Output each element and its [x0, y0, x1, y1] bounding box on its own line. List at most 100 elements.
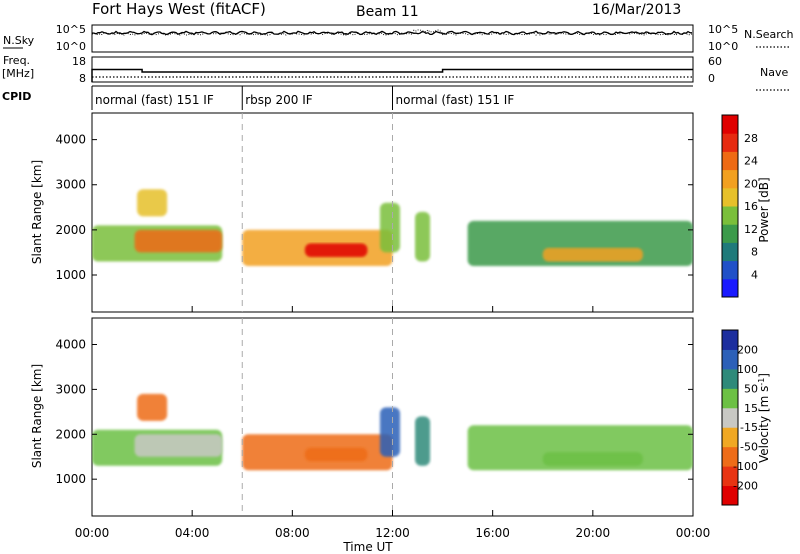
velocity-colorbar-tick-label: -200 [733, 480, 758, 493]
velocity-colorbar-tick-label: -15 [740, 421, 758, 434]
freq-right-tick-bottom: 0 [708, 72, 715, 85]
velocity-colorbar-tick-label: 15 [744, 402, 758, 415]
velocity-colorbar-swatch [722, 427, 738, 448]
x-axis-label: Time UT [342, 540, 393, 554]
power-colorbar-frame [721, 114, 739, 298]
noise-panel [91, 24, 694, 53]
power-colorbar-swatch [722, 133, 738, 152]
x-tick-label: 12:00 [375, 526, 410, 540]
y-tick-label: 2000 [55, 223, 86, 237]
cpid-segment-label: normal (fast) 151 IF [396, 93, 515, 107]
noise-right-tick-bottom: 10^0 [708, 40, 738, 53]
power-y-axis: 1000 2000 3000 4000 [55, 133, 693, 282]
cpid-segment-label: rbsp 200 IF [245, 93, 312, 107]
power-echo-region [134, 229, 223, 253]
power-echo-region [542, 247, 643, 262]
power-colorbar-swatch [722, 206, 738, 225]
cpid-panel: normal (fast) 151 IF rbsp 200 IF normal (f… [91, 85, 693, 110]
velocity-colorbar: 200 100 50 15 -15 -50 -100 -200 [721, 329, 758, 506]
power-colorbar-swatch [722, 169, 738, 189]
power-colorbar: 28 24 20 16 12 8 4 [721, 114, 758, 298]
power-colorbar-label: Power [dB] [757, 177, 771, 242]
velocity-colorbar-tick-label: 100 [737, 363, 758, 376]
velocity-colorbar-frame [721, 329, 739, 506]
station-title: Fort Hays West (fitACF) [92, 0, 266, 18]
power-colorbar-swatch [722, 278, 738, 298]
power-echo-region [304, 243, 368, 257]
velocity-colorbar-label: Velocity [m s-1] [757, 373, 772, 463]
power-colorbar-tick-label: 16 [744, 200, 758, 213]
velocity-colorbar-swatch [722, 407, 738, 428]
nave-label: Nave [760, 66, 788, 79]
velocity-colorbar-swatch [722, 466, 738, 487]
velocity-colorbar-tick-label: -100 [733, 460, 758, 473]
power-colorbar-tick-label: 24 [744, 155, 758, 168]
x-tick-label: 08:00 [275, 526, 310, 540]
freq-left-tick-top: 18 [72, 55, 86, 68]
freq-unit-label: [MHz] [2, 67, 34, 80]
power-colorbar-tick-label: 28 [744, 132, 758, 145]
power-colorbar-swatch [722, 260, 738, 280]
velocity-colorbar-swatch [722, 330, 738, 350]
velocity-colorbar-swatch [722, 485, 738, 506]
cpid-change-markers [241, 113, 393, 516]
power-colorbar-tick-label: 8 [751, 246, 758, 259]
power-y-label: Slant Range [km] [30, 160, 44, 264]
velocity-echo-region [379, 407, 401, 457]
nsky-line [91, 30, 693, 36]
x-tick-label: 00:00 [75, 526, 110, 540]
freq-left-tick-bottom: 8 [79, 72, 86, 85]
power-colorbar-tick-label: 12 [744, 223, 758, 236]
y-tick-label: 4000 [55, 337, 86, 351]
y-tick-label: 2000 [55, 427, 86, 441]
velocity-echo-region [542, 452, 643, 466]
velocity-colorbar-swatch [722, 368, 738, 389]
freq-right-tick-top: 60 [708, 55, 722, 68]
power-colorbar-tick-label: 4 [751, 268, 758, 281]
x-tick-label: 04:00 [175, 526, 210, 540]
velocity-echo-region [304, 447, 368, 462]
x-tick-label: 16:00 [475, 526, 510, 540]
velocity-colorbar-swatch [722, 388, 738, 409]
velocity-echo-region [134, 434, 223, 457]
velocity-echoes [92, 393, 693, 471]
velocity-echo-region [137, 393, 168, 421]
velocity-colorbar-swatch [722, 446, 738, 467]
velocity-colorbar-swatch [722, 349, 738, 370]
nsky-label: N.Sky [3, 34, 35, 47]
power-colorbar-swatch [722, 224, 738, 243]
x-axis: 00:00 04:00 08:00 12:00 16:00 20:00 00:00 [75, 306, 711, 540]
power-colorbar-swatch [722, 187, 738, 207]
velocity-colorbar-tick-label: -50 [740, 441, 758, 454]
x-tick-label: 00:00 [676, 526, 711, 540]
freq-label: Freq. [3, 54, 30, 67]
velocity-y-label: Slant Range [km] [30, 364, 44, 468]
power-echo-region [137, 189, 168, 217]
beam-label: Beam 11 [356, 4, 419, 20]
cpid-label: CPID [2, 90, 31, 103]
velocity-y-axis: 1000 2000 3000 4000 [55, 337, 693, 486]
noise-right-tick-top: 10^5 [708, 23, 738, 36]
y-tick-label: 1000 [55, 472, 86, 486]
frequency-line [91, 68, 693, 82]
power-colorbar-swatch [722, 151, 738, 171]
velocity-echo-region [415, 416, 431, 466]
velocity-colorbar-tick-label: 200 [737, 343, 758, 356]
cpid-segment-label: normal (fast) 151 IF [95, 93, 214, 107]
x-tick-label: 20:00 [576, 526, 611, 540]
power-colorbar-swatch [722, 242, 738, 262]
y-tick-label: 3000 [55, 178, 86, 192]
power-colorbar-swatch [722, 115, 738, 134]
y-tick-label: 4000 [55, 133, 86, 147]
y-tick-label: 1000 [55, 268, 86, 282]
y-tick-label: 3000 [55, 382, 86, 396]
power-echo-region [415, 211, 431, 262]
nsearch-label: N.Search [744, 28, 794, 41]
noise-left-tick-top: 10^5 [56, 23, 86, 36]
power-colorbar-tick-label: 20 [744, 177, 758, 190]
power-echo-region [379, 202, 401, 253]
noise-left-tick-bottom: 10^0 [56, 40, 86, 53]
power-echoes [92, 189, 693, 266]
date-label: 16/Mar/2013 [592, 2, 681, 18]
